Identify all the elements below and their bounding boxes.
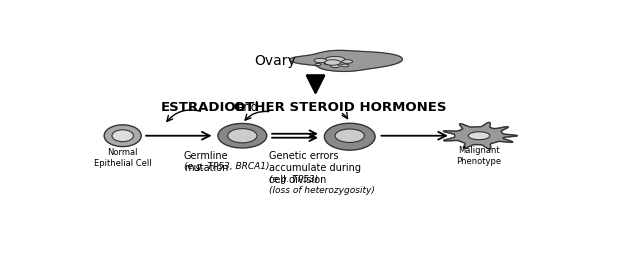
Ellipse shape: [331, 65, 340, 68]
Ellipse shape: [227, 128, 257, 143]
Ellipse shape: [335, 129, 364, 142]
Ellipse shape: [314, 58, 327, 63]
Ellipse shape: [324, 123, 375, 150]
Ellipse shape: [112, 130, 134, 142]
Polygon shape: [290, 50, 403, 71]
Ellipse shape: [324, 62, 331, 65]
Ellipse shape: [325, 60, 340, 65]
Text: ESTRADIOL: ESTRADIOL: [161, 100, 245, 114]
Ellipse shape: [325, 56, 345, 63]
Ellipse shape: [468, 132, 490, 140]
Text: Genetic errors
accumulate during
cell division: Genetic errors accumulate during cell di…: [269, 151, 361, 185]
Text: Malignant
Phenotype: Malignant Phenotype: [457, 146, 501, 166]
Polygon shape: [444, 122, 517, 149]
Text: Ovary: Ovary: [255, 53, 296, 68]
Ellipse shape: [218, 123, 266, 148]
Text: Normal
Epithelial Cell: Normal Epithelial Cell: [94, 148, 151, 168]
Text: OTHER STEROID HORMONES: OTHER STEROID HORMONES: [234, 100, 446, 114]
Ellipse shape: [104, 125, 141, 146]
Ellipse shape: [341, 64, 349, 67]
Ellipse shape: [315, 63, 321, 66]
Text: Germline
mutation: Germline mutation: [184, 151, 228, 173]
Text: and: and: [236, 100, 258, 114]
Text: (e.g. TP53, BRCA1): (e.g. TP53, BRCA1): [184, 162, 269, 171]
Ellipse shape: [342, 60, 353, 63]
Text: (e.g. TP53)
(loss of heterozygosity): (e.g. TP53) (loss of heterozygosity): [269, 175, 375, 195]
